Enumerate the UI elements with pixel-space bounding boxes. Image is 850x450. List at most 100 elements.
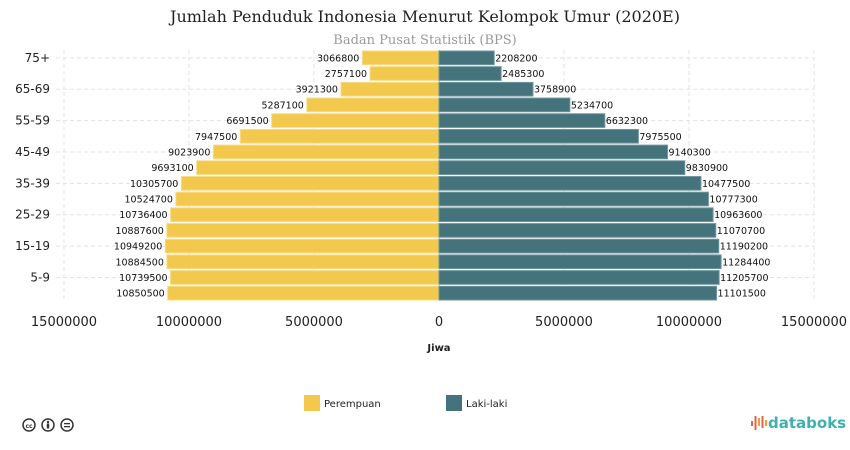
bar-perempuan-50-54 — [239, 128, 440, 144]
bar-perempuan-60-64 — [306, 97, 440, 113]
bar-laki-laki-45-49 — [438, 144, 669, 160]
bar-laki-laki-50-54 — [438, 128, 639, 144]
bar-perempuan-55-59 — [271, 113, 440, 128]
data-label: 10736400 — [119, 210, 167, 221]
data-label: 3066800 — [317, 53, 359, 64]
cc-icon: cc — [22, 418, 36, 432]
data-label: 10884500 — [116, 257, 164, 268]
svg-text:cc: cc — [25, 423, 33, 430]
legend-swatch-laki-laki — [446, 395, 462, 411]
bar-laki-laki-30-34 — [438, 191, 709, 207]
data-label: 10305700 — [130, 179, 178, 190]
x-tick-label: 15000000 — [31, 315, 97, 330]
bar-perempuan-65-69 — [340, 81, 440, 97]
data-label: 10949200 — [114, 242, 162, 253]
data-label: 10777300 — [709, 195, 757, 206]
data-label: 11070700 — [717, 226, 765, 237]
data-labels: 3066800 2757100 3921300 5287100 6691500 79475… — [114, 53, 771, 299]
y-tick-label: 15-19 — [15, 239, 50, 253]
bar-perempuan-45-49 — [212, 144, 440, 160]
x-tick-label: 5000000 — [535, 315, 593, 330]
bar-laki-laki-60-64 — [438, 97, 571, 113]
legend: Perempuan Laki-laki — [304, 395, 507, 411]
bar-laki-laki-5-9 — [438, 270, 720, 285]
legend-label-laki-laki: Laki-laki — [466, 399, 507, 410]
bar-perempuan-10-14 — [166, 254, 440, 270]
bar-perempuan-75+ — [361, 50, 440, 66]
bar-perempuan-35-39 — [180, 176, 440, 191]
data-label: 2757100 — [325, 69, 367, 80]
bar-laki-laki-15-19 — [438, 238, 720, 254]
chart-title: Jumlah Penduduk Indonesia Menurut Kelomp… — [168, 7, 680, 26]
data-label: 11101500 — [718, 289, 766, 300]
y-axis-labels: 75+ 65-69 55-59 45-49 35-39 25-29 15-19 5-9 — [15, 51, 50, 285]
bar-laki-laki-75+ — [438, 50, 495, 66]
x-tick-label: 15000000 — [781, 315, 847, 330]
bar-laki-laki-70-74 — [438, 66, 502, 81]
data-label: 9830900 — [686, 163, 728, 174]
data-label: 3758900 — [534, 85, 576, 96]
bar-perempuan-25-29 — [170, 207, 440, 223]
bars — [164, 50, 722, 301]
bar-perempuan-70-74 — [369, 66, 440, 81]
data-label: 3921300 — [296, 85, 338, 96]
y-tick-label: 55-59 — [15, 114, 50, 128]
data-label: 5234700 — [571, 100, 613, 111]
bar-laki-laki-0-4 — [438, 285, 718, 301]
data-label: 10739500 — [119, 273, 167, 284]
bar-laki-laki-40-44 — [438, 160, 686, 175]
bar-perempuan-15-19 — [164, 238, 440, 254]
data-label: 11284400 — [722, 257, 770, 268]
license-icons: cc — [22, 418, 74, 432]
x-tick-label: 10000000 — [656, 315, 722, 330]
nd-icon — [60, 418, 74, 432]
data-label: 11205700 — [720, 273, 768, 284]
data-label: 10850500 — [116, 289, 164, 300]
legend-label-perempuan: Perempuan — [324, 399, 381, 410]
data-label: 2485300 — [502, 69, 544, 80]
x-axis-ticks: 15000000 10000000 5000000 0 5000000 10000000 1… — [31, 315, 847, 330]
x-tick-label: 10000000 — [156, 315, 222, 330]
legend-swatch-perempuan — [304, 395, 320, 411]
data-label: 10477500 — [702, 179, 750, 190]
databoks-logo[interactable]: databoks — [751, 414, 846, 432]
data-label: 2208200 — [495, 53, 537, 64]
data-label: 11190200 — [720, 242, 768, 253]
legend-item-laki-laki[interactable]: Laki-laki — [446, 395, 507, 411]
x-axis-title: Jiwa — [426, 343, 450, 354]
data-label: 9023900 — [168, 147, 210, 158]
data-label: 10887600 — [115, 226, 163, 237]
x-tick-label: 0 — [435, 315, 443, 330]
data-label: 9140300 — [669, 147, 711, 158]
y-tick-label: 65-69 — [15, 82, 50, 96]
y-tick-label: 75+ — [25, 51, 50, 65]
bar-perempuan-5-9 — [170, 270, 440, 285]
x-tick-label: 5000000 — [285, 315, 343, 330]
y-tick-label: 25-29 — [15, 208, 50, 222]
y-tick-label: 45-49 — [15, 145, 50, 159]
bar-perempuan-0-4 — [167, 285, 440, 301]
legend-item-perempuan[interactable]: Perempuan — [304, 395, 381, 411]
bar-perempuan-40-44 — [196, 160, 440, 175]
data-label: 7947500 — [195, 132, 237, 143]
y-tick-label: 5-9 — [30, 270, 50, 284]
logo-bars-icon — [751, 416, 767, 430]
logo-text: databoks — [768, 414, 846, 432]
data-label: 5287100 — [262, 100, 304, 111]
data-label: 10524700 — [125, 195, 173, 206]
bar-laki-laki-20-24 — [438, 223, 717, 238]
bar-laki-laki-65-69 — [438, 81, 534, 97]
bar-laki-laki-10-14 — [438, 254, 722, 270]
bar-perempuan-20-24 — [166, 223, 440, 238]
bar-laki-laki-25-29 — [438, 207, 714, 223]
data-label: 6632300 — [606, 116, 648, 127]
y-tick-label: 35-39 — [15, 176, 50, 190]
bar-perempuan-30-34 — [175, 191, 440, 207]
data-label: 10963600 — [714, 210, 762, 221]
bar-laki-laki-55-59 — [438, 113, 606, 128]
bar-laki-laki-35-39 — [438, 176, 702, 191]
chart-subtitle: Badan Pusat Statistik (BPS) — [333, 33, 516, 48]
data-label: 6691500 — [226, 116, 268, 127]
data-label: 7975500 — [639, 132, 681, 143]
